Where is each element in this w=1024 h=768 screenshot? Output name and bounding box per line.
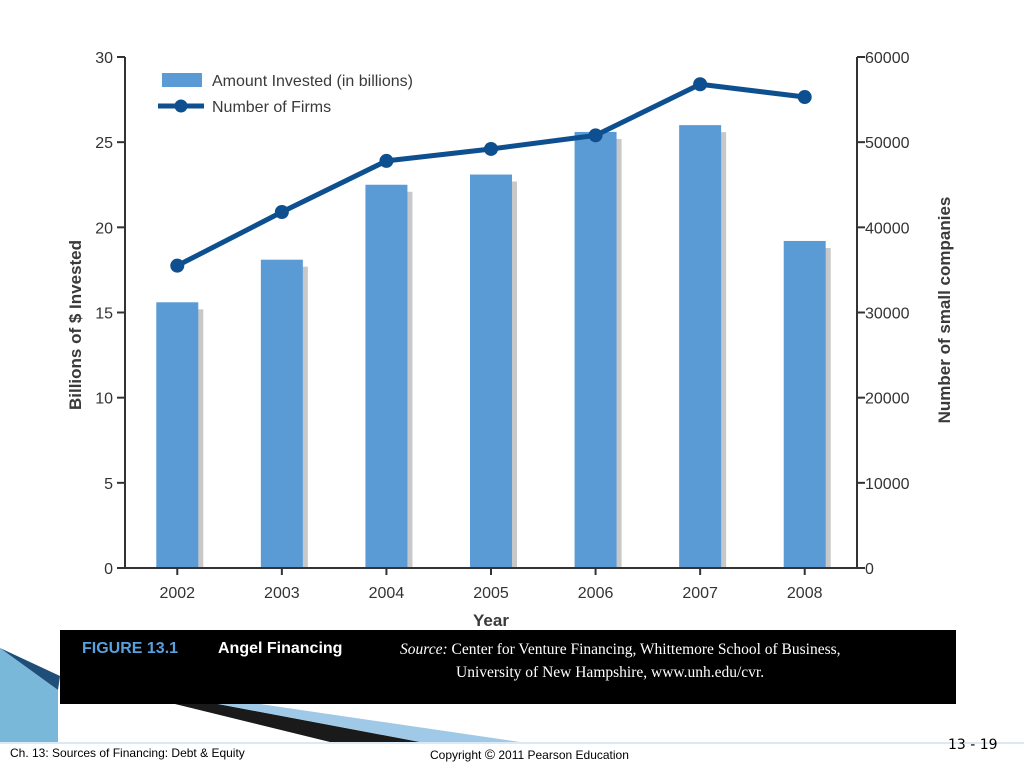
bar-shadow — [717, 132, 727, 568]
bar-2006 — [574, 131, 617, 569]
y2-tick-label: 20000 — [865, 391, 910, 408]
line-series — [170, 77, 812, 273]
y-tick-label: 10 — [95, 391, 113, 408]
x-tick-label: 2004 — [369, 585, 405, 602]
bar-2004 — [365, 184, 408, 568]
footer-chapter: Ch. 13: Sources of Financing: Debt & Equ… — [10, 746, 245, 760]
legend-bar-swatch — [162, 73, 202, 87]
bar-2007 — [679, 125, 722, 568]
figure-number: FIGURE 13.1 — [82, 640, 179, 657]
firms-point-2003 — [274, 205, 289, 220]
x-tick-label: 2008 — [787, 585, 823, 602]
legend-bar-label: Amount Invested (in billions) — [212, 73, 413, 90]
bar-2005 — [470, 174, 512, 568]
x-axis-ticks: 2002 2003 2004 2005 2006 2007 2008 — [159, 568, 823, 602]
footer-copyright: Copyright © 2011 Pearson Education — [430, 746, 629, 762]
y2-axis-title: Number of small companies — [935, 197, 954, 424]
angel-financing-chart: 0 5 10 15 20 25 30 0 10000 20000 30000 40000 50000 6… — [66, 50, 954, 630]
y2-tick-label: 40000 — [865, 220, 910, 237]
legend-line-label: Number of Firms — [212, 99, 331, 116]
y-tick-label: 5 — [104, 476, 113, 493]
firms-point-2007 — [693, 77, 708, 92]
source-label: Source: — [400, 641, 448, 658]
y2-tick-label: 10000 — [865, 476, 910, 493]
bar-shadow — [403, 191, 413, 568]
right-axis-ticks: 0 10000 20000 30000 40000 50000 60000 — [857, 50, 910, 578]
bar-shadow — [298, 266, 308, 568]
slide-number: 13 - 19 — [948, 737, 998, 753]
figure-caption: FIGURE 13.1 Angel Financing Source: Cent… — [60, 630, 956, 704]
source-line-2: University of New Hampshire, www.unh.edu… — [456, 664, 765, 681]
bar-series — [156, 125, 831, 569]
bar-shadow — [508, 181, 517, 568]
x-tick-label: 2005 — [473, 585, 509, 602]
x-tick-label: 2007 — [682, 585, 718, 602]
x-tick-label: 2006 — [578, 585, 614, 602]
bar-shadow — [612, 138, 622, 569]
bar-2008 — [783, 240, 826, 568]
copyright-symbol: © — [484, 746, 496, 762]
x-tick-label: 2003 — [264, 585, 300, 602]
firms-point-2005 — [484, 141, 498, 156]
bar-2002 — [156, 302, 199, 568]
firms-point-2006 — [588, 128, 603, 143]
legend: Amount Invested (in billions) Number of … — [158, 73, 413, 116]
left-axis-ticks: 0 5 10 15 20 25 30 — [95, 50, 125, 578]
y-axis-title: Billions of $ Invested — [66, 240, 85, 410]
firms-point-2008 — [797, 90, 812, 105]
x-tick-label: 2002 — [159, 585, 195, 602]
y-tick-label: 0 — [104, 561, 113, 578]
y2-tick-label: 60000 — [865, 50, 910, 67]
x-axis-title: Year — [473, 611, 509, 630]
y2-tick-label: 50000 — [865, 135, 910, 152]
firms-point-2004 — [379, 153, 394, 168]
y-tick-label: 30 — [95, 50, 113, 67]
figure-title: Angel Financing — [218, 640, 343, 657]
y2-tick-label: 30000 — [865, 306, 910, 323]
bar-shadow — [821, 247, 831, 568]
source-text-1: Center for Venture Financing, Whittemore… — [451, 641, 841, 658]
copyright-prefix: Copyright — [430, 748, 485, 762]
y2-tick-label: 0 — [865, 561, 874, 578]
source-line-1: Source: Center for Venture Financing, Wh… — [400, 641, 950, 659]
bar-2003 — [260, 259, 303, 568]
bar-shadow — [194, 309, 204, 568]
y-tick-label: 15 — [95, 306, 113, 323]
y-tick-label: 25 — [95, 135, 113, 152]
y-tick-label: 20 — [95, 220, 113, 237]
copyright-rest: 2011 Pearson Education — [495, 748, 629, 762]
legend-line-marker — [174, 99, 188, 113]
firms-point-2002 — [170, 258, 185, 273]
